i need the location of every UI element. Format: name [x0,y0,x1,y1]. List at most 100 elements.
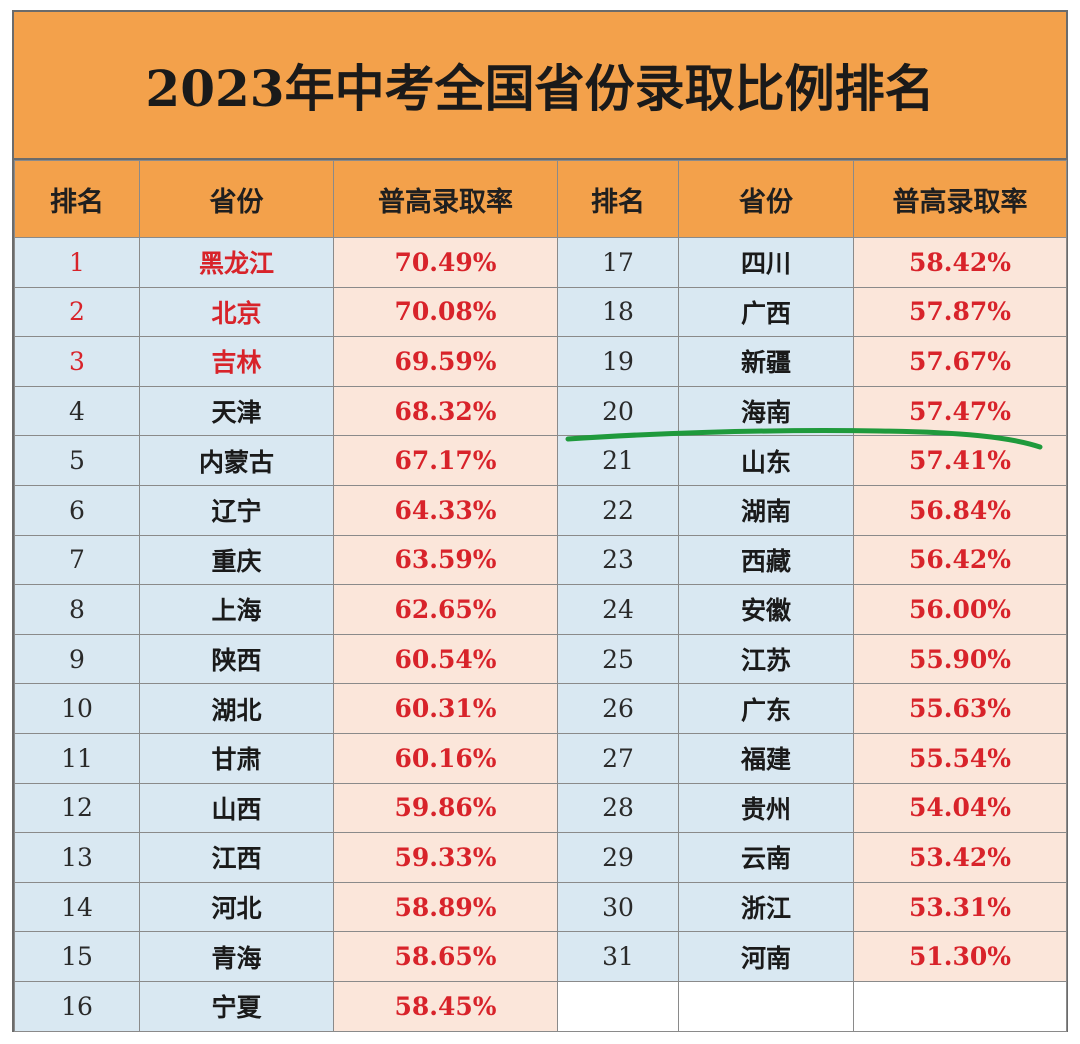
table-row: 5 内蒙古 67.17% 21 山东 57.41% [14,435,1067,486]
province-cell: 安徽 [678,584,854,635]
rank-cell: 7 [14,534,140,586]
rank-cell: 14 [14,881,140,933]
header-rank-left: 排名 [14,160,140,238]
table-row: 8 上海 62.65% 24 安徽 56.00% [14,584,1067,635]
rate-cell: 67.17% [333,435,558,486]
province-cell: 吉林 [139,336,334,387]
rank-cell: 19 [557,336,679,387]
rank-cell: 23 [557,534,679,586]
table-row: 10 湖北 60.31% 26 广东 55.63% [14,683,1067,734]
rate-cell: 58.65% [333,931,558,982]
rank-cell: 16 [14,980,140,1032]
table-row: 3 吉林 69.59% 19 新疆 57.67% [14,336,1067,387]
rate-cell: 53.42% [853,832,1067,883]
province-cell: 河南 [678,931,854,982]
rate-cell: 58.45% [333,980,558,1032]
rate-cell: 60.16% [333,732,558,784]
province-cell: 重庆 [139,534,334,586]
province-cell: 广东 [678,683,854,734]
rate-cell: 55.54% [853,732,1067,784]
rank-cell: 3 [14,336,140,387]
rank-cell: 9 [14,633,140,685]
province-cell: 辽宁 [139,484,334,536]
table-row: 9 陕西 60.54% 25 江苏 55.90% [14,633,1067,685]
table-row: 15 青海 58.65% 31 河南 51.30% [14,931,1067,982]
rate-cell: 56.00% [853,584,1067,635]
rate-cell: 58.89% [333,881,558,933]
province-cell: 山东 [678,435,854,486]
rate-cell: 69.59% [333,336,558,387]
rate-cell: 58.42% [853,237,1067,288]
province-cell: 甘肃 [139,732,334,784]
rate-cell: 59.86% [333,782,558,834]
empty-cell [557,980,679,1032]
rank-cell: 6 [14,484,140,536]
table-row: 7 重庆 63.59% 23 西藏 56.42% [14,534,1067,586]
province-cell: 贵州 [678,782,854,834]
rank-cell: 29 [557,832,679,883]
table-row: 13 江西 59.33% 29 云南 53.42% [14,832,1067,883]
table-row: 11 甘肃 60.16% 27 福建 55.54% [14,732,1067,784]
rate-cell: 62.65% [333,584,558,635]
province-cell: 四川 [678,237,854,288]
rate-cell: 59.33% [333,832,558,883]
province-cell: 福建 [678,732,854,784]
province-cell: 云南 [678,832,854,883]
rank-cell: 22 [557,484,679,536]
rate-cell: 51.30% [853,931,1067,982]
rank-cell: 31 [557,931,679,982]
rate-cell: 55.90% [853,633,1067,685]
province-cell: 湖南 [678,484,854,536]
province-cell: 江苏 [678,633,854,685]
rate-cell: 60.54% [333,633,558,685]
province-cell: 浙江 [678,881,854,933]
rate-cell: 63.59% [333,534,558,586]
header-rate-right: 普高录取率 [853,160,1067,238]
rank-cell: 4 [14,385,140,437]
rank-cell: 28 [557,782,679,834]
rate-cell: 53.31% [853,881,1067,933]
table-row: 16 宁夏 58.45% [14,980,1067,1032]
rank-cell: 25 [557,633,679,685]
rank-cell: 30 [557,881,679,933]
rank-cell: 24 [557,584,679,635]
table-row: 2 北京 70.08% 18 广西 57.87% [14,286,1067,338]
header-rank-right: 排名 [557,160,679,238]
province-cell: 江西 [139,832,334,883]
table-row: 14 河北 58.89% 30 浙江 53.31% [14,881,1067,933]
province-cell: 黑龙江 [139,237,334,288]
rate-cell: 57.47% [853,385,1067,437]
empty-cell [678,980,854,1032]
rank-cell: 11 [14,732,140,784]
rank-cell: 5 [14,435,140,486]
ranking-sheet: 2023年中考全国省份录取比例排名 排名 省份 普高录取率 排名 省份 普高录取… [12,10,1068,1032]
rank-cell: 21 [557,435,679,486]
rank-cell: 18 [557,286,679,338]
rate-cell: 54.04% [853,782,1067,834]
rate-cell: 60.31% [333,683,558,734]
rate-cell: 70.08% [333,286,558,338]
province-cell: 湖北 [139,683,334,734]
rank-cell: 17 [557,237,679,288]
table-row: 6 辽宁 64.33% 22 湖南 56.84% [14,484,1067,536]
province-cell: 广西 [678,286,854,338]
rate-cell: 56.42% [853,534,1067,586]
header-province-right: 省份 [678,160,854,238]
province-cell: 宁夏 [139,980,334,1032]
rank-cell: 10 [14,683,140,734]
rank-cell: 2 [14,286,140,338]
province-cell: 天津 [139,385,334,437]
rate-cell: 57.41% [853,435,1067,486]
rank-cell: 20 [557,385,679,437]
province-cell: 陕西 [139,633,334,685]
table-body: 1 黑龙江 70.49% 17 四川 58.42% 2 北京 70.08% 18 广西 57.87% 3… [14,237,1067,1032]
rate-cell: 70.49% [333,237,558,288]
rank-cell: 26 [557,683,679,734]
rate-cell: 56.84% [853,484,1067,536]
rank-cell: 15 [14,931,140,982]
province-cell: 北京 [139,286,334,338]
province-cell: 青海 [139,931,334,982]
header-province-left: 省份 [139,160,334,238]
province-cell: 河北 [139,881,334,933]
rate-cell: 68.32% [333,385,558,437]
